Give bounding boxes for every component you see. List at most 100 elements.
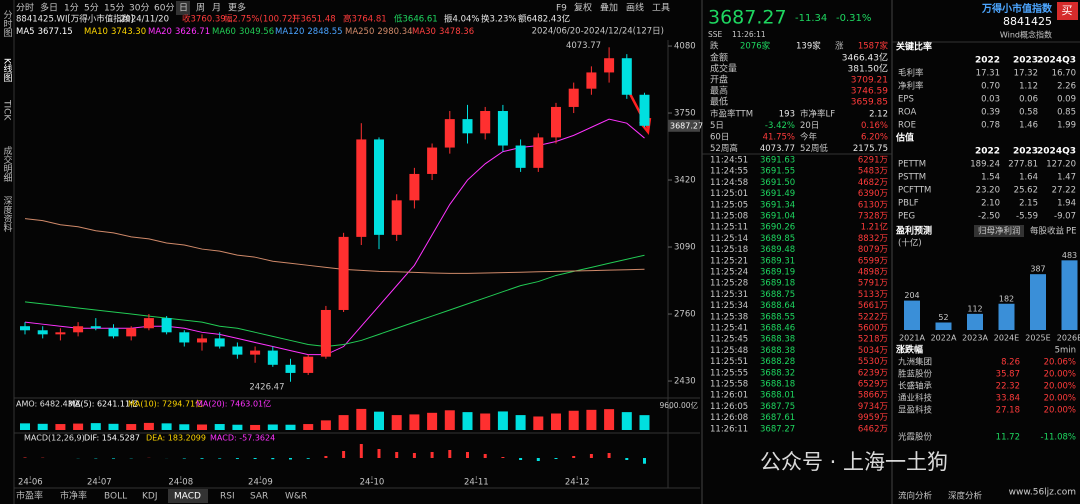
indicator-tab[interactable]: SAR: [250, 492, 268, 502]
period-tab[interactable]: 周: [196, 3, 205, 14]
unit: (十亿): [898, 238, 922, 249]
low-label: 2426.47: [249, 382, 284, 392]
quote-value: 3709.21: [851, 76, 888, 86]
tick-price: 3688.32: [760, 368, 795, 378]
period: 5min: [1055, 346, 1076, 356]
tick-time: 11:25:45: [710, 335, 748, 345]
side-tab[interactable]: TICK: [2, 99, 12, 121]
stock-price: 27.18: [996, 406, 1020, 416]
volume-bar: [497, 411, 508, 430]
stock-change: 20.00%: [1044, 370, 1076, 380]
breadth: 涨: [835, 41, 844, 52]
period-tab[interactable]: 5分: [84, 3, 99, 14]
quote-value: 3466.43亿: [842, 52, 888, 64]
side-tab[interactable]: K线图: [2, 58, 13, 83]
quote-label: 金额: [710, 52, 728, 64]
row-label: ROE: [898, 121, 916, 131]
quote-value: -3.42%: [765, 121, 795, 131]
cell: 16.70: [1052, 69, 1076, 79]
quote-label: 市盈率TTM: [710, 109, 753, 120]
period-tab[interactable]: 月: [212, 3, 221, 14]
tool-button[interactable]: 叠加: [600, 3, 618, 14]
period-tab[interactable]: 分时: [16, 2, 34, 14]
stock-name[interactable]: 显盈科技: [898, 405, 933, 416]
side-tab[interactable]: 成交明细: [2, 145, 13, 182]
macd-bar: [430, 452, 434, 458]
tick-time: 11:26:08: [710, 413, 748, 423]
bar: [967, 313, 983, 330]
legend-entry: MA30 3478.36: [412, 27, 474, 37]
stock-name[interactable]: 九洲集团: [898, 357, 932, 368]
forecast-tab[interactable]: 归母净利润: [978, 226, 1021, 237]
macd-legend: MACD(12,26,9): [24, 434, 85, 443]
volume-bar: [515, 415, 526, 430]
forecast-tab[interactable]: PE: [1066, 227, 1077, 237]
buy-label[interactable]: 买: [1062, 4, 1073, 17]
row-label: PBLF: [898, 199, 919, 209]
side-tab[interactable]: 深度资料: [2, 196, 13, 233]
legend-name: MA30: [412, 27, 436, 37]
info-field: 2024/11/20: [120, 15, 169, 25]
candle-body: [303, 356, 314, 373]
tick-volume: 5791万: [858, 279, 888, 289]
panel-tab[interactable]: 流向分析: [898, 491, 933, 502]
tick-volume: 6462万: [858, 424, 888, 434]
indicator-tab[interactable]: MACD: [174, 492, 201, 502]
tick-volume: 6529万: [858, 380, 888, 390]
indicator-tab[interactable]: 市盈率: [16, 490, 43, 502]
tick-volume: 7328万: [858, 212, 888, 222]
tick-price: 3690.26: [760, 223, 795, 233]
period-tab[interactable]: 30分: [129, 3, 149, 14]
tool-button[interactable]: F9: [556, 4, 567, 14]
period-tab[interactable]: 日: [179, 3, 188, 14]
candle-body: [267, 350, 278, 365]
macd-bar: [501, 457, 505, 458]
macd-bar: [359, 444, 363, 458]
cell: 2.26: [1057, 82, 1076, 92]
indicator-tab[interactable]: BOLL: [104, 492, 127, 502]
cell: -2.50: [978, 212, 1000, 222]
stock-name[interactable]: 通业科技: [898, 393, 933, 404]
tick-price: 3691.49: [760, 189, 795, 199]
side-tab[interactable]: 分时图: [2, 10, 13, 38]
candle-body: [374, 139, 384, 235]
breadth: 139家: [796, 41, 821, 52]
macd-bar: [607, 453, 611, 458]
stock-name[interactable]: 光霞股份: [898, 432, 933, 443]
tool-button[interactable]: 工具: [652, 3, 670, 14]
indicator-tab[interactable]: W&R: [285, 492, 307, 502]
period-tab[interactable]: 1分: [64, 3, 79, 14]
volume-bar: [533, 416, 544, 430]
column-header: 2023: [1013, 147, 1038, 157]
stock-name[interactable]: 长盛轴承: [898, 381, 933, 392]
tool-button[interactable]: 复权: [574, 2, 592, 14]
tick-time: 11:25:11: [710, 223, 748, 233]
tool-button[interactable]: 画线: [626, 2, 644, 14]
period-tab[interactable]: 60分: [154, 3, 174, 14]
tick-volume: 5661万: [858, 301, 888, 311]
period-tab[interactable]: 更多: [228, 2, 246, 14]
volume-bar: [303, 424, 314, 430]
buy-button[interactable]: [1057, 2, 1078, 20]
period-tab[interactable]: 15分: [104, 3, 124, 14]
candle-body: [232, 346, 243, 355]
stock-name[interactable]: 胜蓝股份: [898, 369, 933, 380]
indicator-tab[interactable]: RSI: [220, 492, 235, 502]
period-tab[interactable]: 多日: [40, 2, 58, 14]
indicator-tab[interactable]: KDJ: [142, 492, 158, 502]
candle-body: [285, 364, 296, 373]
candle-body: [20, 326, 30, 331]
macd-bar: [395, 452, 399, 458]
cell: 1.12: [1019, 82, 1038, 92]
quote-label: 最低: [710, 96, 728, 108]
amo-legend: MA(20): 7463.01亿: [196, 399, 271, 409]
stock-change: 20.00%: [1044, 382, 1076, 392]
high-label: 4073.77: [566, 41, 601, 51]
bar-label: 387: [1030, 265, 1045, 274]
indicator-tab[interactable]: 市净率: [60, 490, 87, 502]
tick-price: 3688.55: [760, 312, 795, 322]
x-tick-label: 2023A: [962, 334, 988, 343]
panel-tab[interactable]: 深度分析: [948, 491, 983, 502]
forecast-tab[interactable]: 每股收益: [1030, 226, 1065, 237]
cell: -9.07: [1054, 212, 1076, 222]
